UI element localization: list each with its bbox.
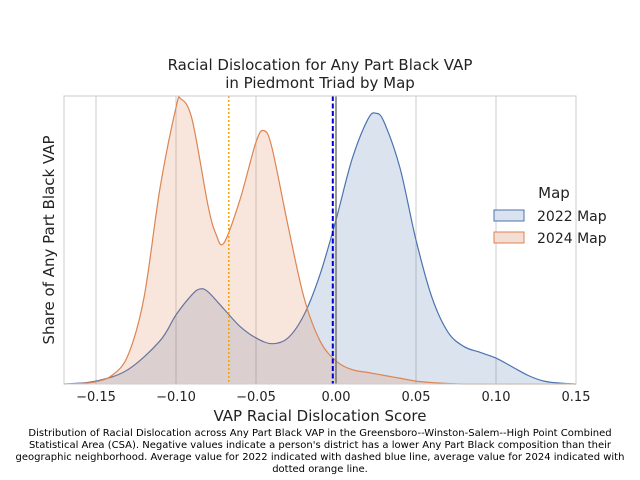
area-fill-2022-map — [64, 112, 576, 384]
x-tick-labels: −0.15 −0.10 −0.05 0.00 0.05 0.10 0.15 — [76, 390, 590, 405]
x-tick-label: −0.10 — [156, 390, 196, 405]
x-tick-label: 0.15 — [562, 390, 591, 405]
density-areas — [63, 96, 577, 385]
plot-frame — [63, 95, 577, 385]
legend-swatch-2024 — [493, 231, 525, 244]
reference-lines — [228, 96, 337, 384]
figure-caption: Distribution of Racial Dislocation acros… — [15, 428, 625, 475]
legend: Map 2022 Map 2024 Map — [493, 184, 607, 247]
x-tick-label: −0.05 — [236, 390, 276, 405]
density-line-2024-map — [63, 96, 576, 385]
chart-title-line-1: Racial Dislocation for Any Part Black VA… — [168, 56, 473, 74]
x-tick-label: −0.15 — [76, 390, 116, 405]
x-tick-label: 0.00 — [322, 390, 351, 405]
legend-label-2024: 2024 Map — [537, 231, 607, 247]
x-axis-label: VAP Racial Dislocation Score — [213, 407, 426, 425]
area-fill-2024-map — [64, 96, 576, 385]
density-line-2022-map — [63, 112, 577, 385]
x-tick-label: 0.05 — [402, 390, 431, 405]
y-axis-label: Share of Any Part Black VAP — [40, 135, 58, 344]
legend-title: Map — [538, 184, 570, 202]
x-tick-label: 0.10 — [482, 390, 511, 405]
legend-label-2022: 2022 Map — [537, 209, 607, 225]
chart-title-line-2: in Piedmont Triad by Map — [225, 74, 415, 92]
legend-swatch-2022 — [493, 209, 525, 222]
